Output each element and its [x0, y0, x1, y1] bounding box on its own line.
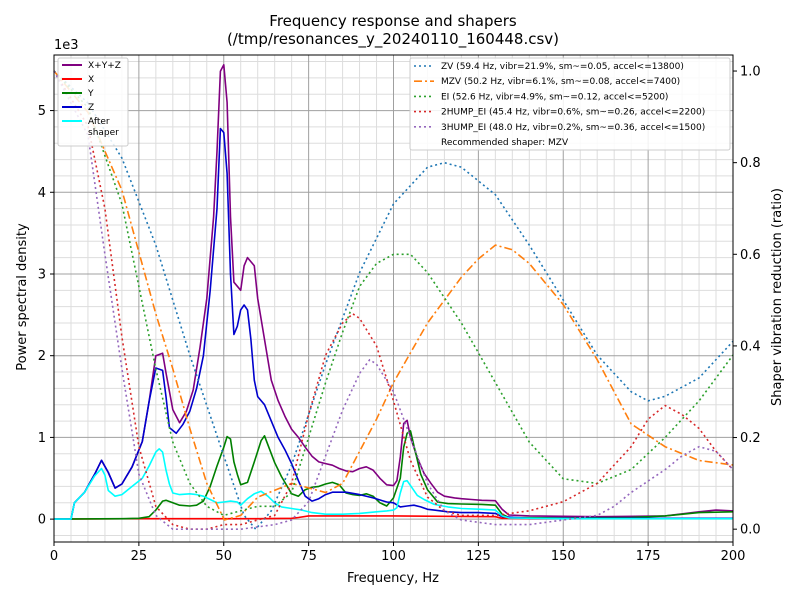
x-axis-label: Frequency, Hz: [347, 571, 439, 586]
legend-label: X+Y+Z: [88, 61, 121, 71]
y-tick-label: 0: [38, 513, 46, 528]
series-line: [53, 70, 734, 531]
x-tick-label: 100: [381, 549, 406, 564]
series-line: [54, 64, 734, 520]
y-axis-label: Power spectral density: [15, 223, 30, 371]
legend-label: shaper: [88, 128, 119, 138]
axis-ticks: 0 25 50 75 100 125 150 175 200 0 1 2 3 4 5 0.0 0.2 0.4 0.6…: [38, 65, 761, 564]
x-tick-label: 125: [466, 549, 491, 564]
chart-title: Frequency response and shapers: [269, 12, 517, 30]
series-line: [54, 447, 733, 520]
legend-label: MZV (50.2 Hz, vibr=6.1%, sm~=0.08, accel…: [441, 77, 680, 87]
y2-tick-label: 0.2: [740, 431, 761, 446]
x-tick-label: 150: [551, 549, 576, 564]
legend-right-box: [409, 57, 731, 151]
y2-tick-label: 0.0: [740, 523, 761, 538]
legend-label: EI (52.6 Hz, vibr=4.9%, sm~=0.12, accel<…: [441, 92, 668, 102]
series-line: [53, 70, 734, 531]
series-line: [53, 70, 734, 517]
series-layer: [53, 64, 734, 531]
y-tick-label: 5: [38, 104, 46, 119]
y2-tick-label: 0.4: [740, 339, 761, 354]
legend-right: ZV (59.4 Hz, vibr=21.9%, sm~=0.05, accel…: [409, 57, 731, 151]
legend-label: X: [88, 75, 94, 85]
x-tick-label: 200: [721, 549, 746, 564]
y-tick-label: 2: [38, 349, 46, 364]
legend-label: ZV (59.4 Hz, vibr=21.9%, sm~=0.05, accel…: [441, 62, 684, 72]
y2-tick-label: 1.0: [740, 65, 761, 80]
chart-subtitle: (/tmp/resonances_y_20240110_160448.csv): [227, 30, 559, 49]
y2-tick-label: 0.8: [740, 156, 761, 171]
y-scale-label: 1e3: [54, 38, 79, 53]
y-tick-label: 4: [38, 186, 46, 201]
x-tick-label: 75: [300, 549, 317, 564]
y2-axis-label: Shaper vibration reduction (ratio): [770, 188, 785, 406]
legend-label: 3HUMP_EI (48.0 Hz, vibr=0.2%, sm~=0.36, …: [441, 123, 705, 133]
y2-tick-label: 0.6: [740, 248, 761, 263]
legend-label: 2HUMP_EI (45.4 Hz, vibr=0.6%, sm~=0.26, …: [441, 108, 705, 118]
x-tick-label: 175: [636, 549, 661, 564]
legend-label: Z: [88, 103, 94, 113]
x-tick-label: 25: [131, 549, 148, 564]
legend-label: Y: [87, 89, 94, 99]
series-line: [54, 127, 733, 520]
legend-label: Recommended shaper: MZV: [441, 138, 569, 148]
y-tick-label: 3: [38, 267, 46, 282]
x-tick-label: 0: [50, 549, 58, 564]
y-tick-label: 1: [38, 431, 46, 446]
x-tick-label: 50: [215, 549, 232, 564]
legend-label: After: [88, 117, 110, 127]
series-line: [53, 430, 734, 520]
